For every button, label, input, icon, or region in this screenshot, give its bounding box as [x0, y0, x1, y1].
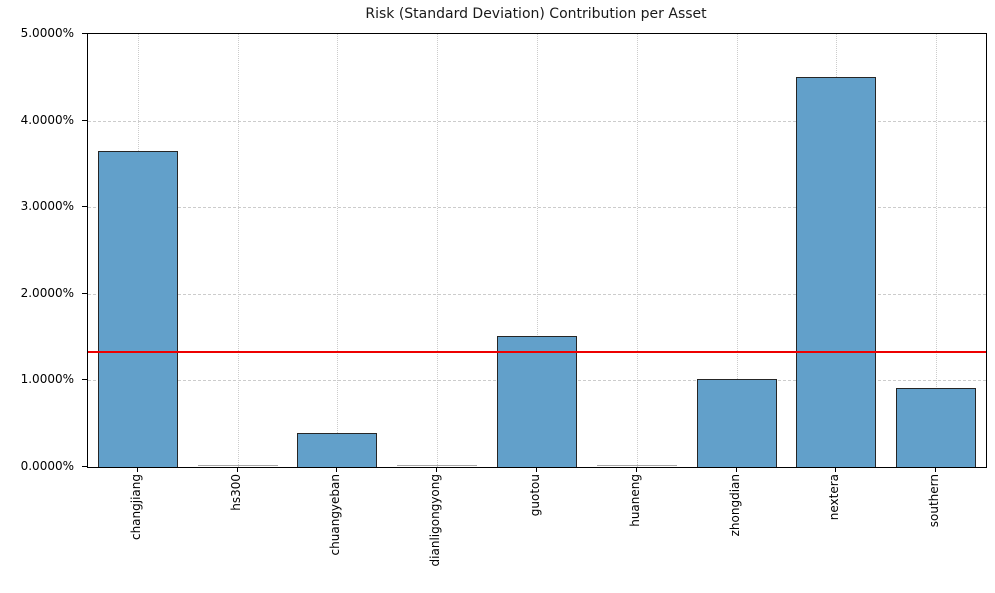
x-axis-tick-label: huaneng — [627, 474, 642, 527]
bar-changjiang — [97, 150, 178, 467]
y-axis-tick-label: 5.0000% — [20, 26, 74, 40]
x-axis-tick-label: hs300 — [228, 474, 243, 511]
y-axis-tick-label: 4.0000% — [20, 112, 74, 127]
x-axis-tick-label: nextera — [827, 474, 842, 521]
vertical-gridline — [936, 34, 938, 467]
vertical-gridline — [636, 34, 638, 467]
x-axis-tick-label: dianligongyong — [428, 474, 443, 567]
bar-hs300 — [197, 465, 278, 467]
x-axis-tick-mark — [735, 467, 737, 472]
y-axis-tick-mark — [82, 466, 87, 467]
x-axis-tick-mark — [336, 467, 338, 472]
x-axis-tick-mark — [635, 467, 637, 472]
x-axis-tick-label: chuangyeban — [328, 474, 343, 556]
bar-guotou — [497, 336, 577, 467]
y-axis-tick-label: 3.0000% — [20, 199, 74, 214]
y-axis-tick-mark — [82, 33, 87, 34]
x-axis-tick-label: zhongdian — [727, 474, 742, 537]
x-axis-tick-mark — [536, 467, 537, 472]
x-axis-tick-label: changjiang — [128, 474, 143, 541]
bar-huaneng — [596, 465, 677, 467]
x-axis-tick-label: guotou — [528, 474, 542, 517]
x-axis-tick-mark — [935, 467, 937, 472]
chart-title: Risk (Standard Deviation) Contribution p… — [365, 6, 707, 22]
x-axis-tick-mark — [436, 467, 438, 472]
vertical-gridline — [337, 34, 339, 467]
vertical-gridline — [736, 34, 738, 467]
bar-dianligongyong — [397, 465, 478, 467]
plot-area — [87, 33, 987, 468]
y-axis-tick-mark — [82, 292, 87, 294]
y-axis-tick-mark — [82, 206, 87, 208]
y-axis-tick-mark — [82, 119, 87, 121]
bar-southern — [896, 388, 977, 467]
mean-risk-contribution-line — [88, 350, 986, 353]
vertical-gridline — [237, 34, 239, 467]
x-axis-tick-mark — [835, 467, 837, 472]
bar-zhongdian — [696, 378, 777, 467]
x-axis-tick-mark — [136, 467, 138, 472]
y-axis-tick-label: 1.0000% — [20, 372, 74, 387]
bar-chuangyeban — [297, 433, 378, 467]
x-axis-tick-label: southern — [927, 474, 942, 528]
bar-nextera — [796, 77, 877, 467]
vertical-gridline — [537, 34, 538, 467]
y-axis-tick-mark — [82, 379, 87, 381]
y-axis-tick-label: 2.0000% — [20, 285, 74, 300]
x-axis-tick-mark — [236, 467, 238, 472]
vertical-gridline — [437, 34, 439, 467]
y-axis-tick-label: 0.0000% — [20, 459, 74, 473]
